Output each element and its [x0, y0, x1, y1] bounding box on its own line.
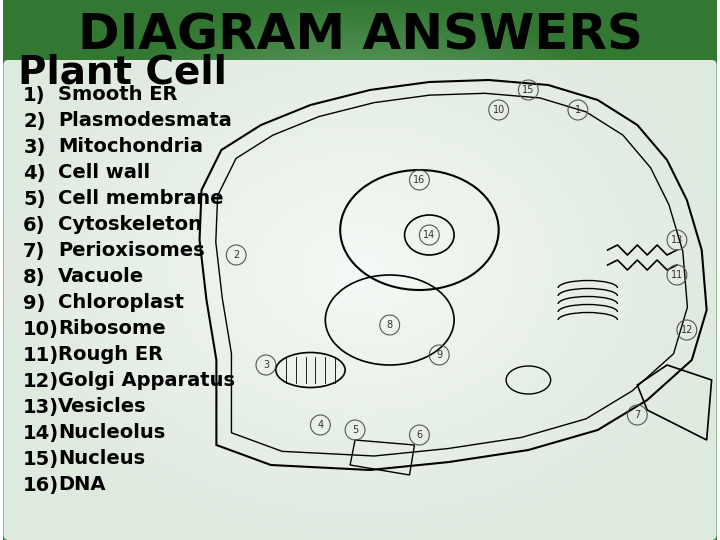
Text: 3: 3: [263, 360, 269, 370]
Text: 10): 10): [23, 320, 59, 339]
Text: 15): 15): [23, 449, 59, 469]
Text: 11): 11): [23, 346, 59, 365]
Text: Vesicles: Vesicles: [58, 397, 147, 416]
Text: 8): 8): [23, 267, 46, 287]
Text: 2: 2: [233, 250, 239, 260]
Text: Plasmodesmata: Plasmodesmata: [58, 111, 232, 131]
Text: 5): 5): [23, 190, 46, 208]
Text: 7: 7: [634, 410, 641, 420]
Text: Plant Cell: Plant Cell: [18, 53, 228, 91]
Text: Chloroplast: Chloroplast: [58, 294, 184, 313]
Text: 2): 2): [23, 111, 46, 131]
Text: 1: 1: [575, 105, 581, 115]
Text: 6): 6): [23, 215, 46, 234]
Text: Smooth ER: Smooth ER: [58, 85, 177, 105]
Text: 16): 16): [23, 476, 59, 495]
Text: 16: 16: [413, 175, 426, 185]
Text: 14): 14): [23, 423, 59, 442]
Text: 14: 14: [423, 230, 436, 240]
Text: 12: 12: [680, 325, 693, 335]
Text: 9): 9): [23, 294, 45, 313]
Text: Cell wall: Cell wall: [58, 164, 150, 183]
Text: 9: 9: [436, 350, 442, 360]
Text: Nucleolus: Nucleolus: [58, 423, 165, 442]
Text: 13): 13): [23, 397, 59, 416]
Text: Nucleus: Nucleus: [58, 449, 145, 469]
Text: 1): 1): [23, 85, 46, 105]
FancyBboxPatch shape: [4, 60, 716, 540]
Text: Vacuole: Vacuole: [58, 267, 144, 287]
Text: 4): 4): [23, 164, 46, 183]
Text: 15: 15: [522, 85, 534, 95]
Text: Rough ER: Rough ER: [58, 346, 163, 365]
Text: DIAGRAM ANSWERS: DIAGRAM ANSWERS: [78, 11, 642, 59]
Text: 10: 10: [492, 105, 505, 115]
Text: 13: 13: [671, 235, 683, 245]
Text: Perioxisomes: Perioxisomes: [58, 241, 204, 260]
Text: Cytoskeleton: Cytoskeleton: [58, 215, 202, 234]
Text: DNA: DNA: [58, 476, 105, 495]
Text: Mitochondria: Mitochondria: [58, 138, 203, 157]
Text: 3): 3): [23, 138, 45, 157]
Text: 11: 11: [671, 270, 683, 280]
Text: Ribosome: Ribosome: [58, 320, 166, 339]
Text: 12): 12): [23, 372, 59, 390]
Text: 7): 7): [23, 241, 45, 260]
Text: Cell membrane: Cell membrane: [58, 190, 223, 208]
Text: 8: 8: [387, 320, 393, 330]
Text: 4: 4: [318, 420, 323, 430]
Text: 6: 6: [416, 430, 423, 440]
Text: 5: 5: [352, 425, 358, 435]
Text: Golgi Apparatus: Golgi Apparatus: [58, 372, 235, 390]
